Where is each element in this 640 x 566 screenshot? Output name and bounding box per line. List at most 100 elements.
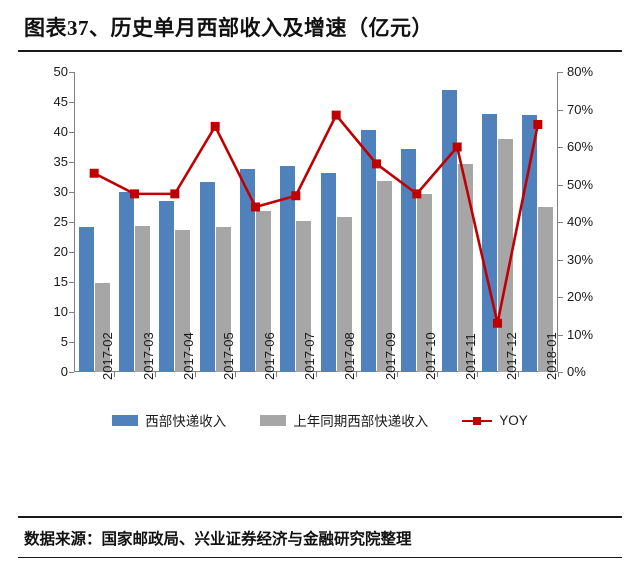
legend-label-0: 西部快递收入 xyxy=(145,414,227,429)
right-tick-label: 30% xyxy=(567,251,594,267)
yoy-marker xyxy=(452,142,462,152)
right-tick-mark xyxy=(558,259,563,261)
x-tick-mark xyxy=(558,372,559,377)
left-tick-label: 45 xyxy=(53,94,68,109)
right-tick-mark xyxy=(558,222,563,223)
right-tick-mark xyxy=(558,334,563,336)
bar-current xyxy=(78,226,94,372)
yoy-marker xyxy=(210,121,220,131)
yoy-marker xyxy=(493,318,502,328)
x-tick-mark xyxy=(517,372,519,377)
left-tick-mark xyxy=(69,192,74,193)
footer-block: 数据来源：国家邮政局、兴业证券经济与金融研究院整理 xyxy=(18,516,622,558)
left-tick-label: 50 xyxy=(53,64,68,79)
legend-item-2: YOY xyxy=(462,413,528,428)
bar-prior-year xyxy=(417,194,433,372)
left-tick-mark xyxy=(69,372,74,373)
left-tick-mark xyxy=(69,342,74,343)
bar-prior-year xyxy=(175,230,191,372)
footer-divider-top xyxy=(18,516,622,518)
bar-current xyxy=(119,192,134,372)
bar-current xyxy=(280,166,296,372)
legend-item-1: 上年同期西部快递收入 xyxy=(260,410,428,430)
right-tick-mark xyxy=(558,147,563,148)
bar-current xyxy=(401,148,417,372)
left-tick-mark xyxy=(69,72,74,73)
yoy-marker xyxy=(412,189,422,199)
left-tick-label: 20 xyxy=(53,244,68,259)
yoy-marker xyxy=(291,191,301,201)
yoy-line xyxy=(93,112,540,324)
x-tick-mark xyxy=(437,372,438,377)
right-tick-label: 50% xyxy=(567,176,594,192)
chart-legend: 西部快递收入 上年同期西部快递收入 YOY xyxy=(18,410,622,430)
right-tick-label: 10% xyxy=(567,326,594,342)
bar-prior-year xyxy=(94,283,110,372)
left-tick-label: 25 xyxy=(53,214,68,229)
legend-label-1: 上年同期西部快递收入 xyxy=(293,414,429,429)
legend-swatch-line xyxy=(462,415,493,426)
x-tick-mark xyxy=(114,372,116,377)
left-tick-label: 15 xyxy=(53,274,68,289)
bar-prior-year xyxy=(256,211,271,372)
bar-prior-year xyxy=(457,163,473,372)
left-tick-label: 35 xyxy=(53,154,68,169)
x-tick-mark xyxy=(316,372,317,377)
bar-current xyxy=(320,173,336,372)
x-tick-mark xyxy=(477,372,479,377)
right-tick-label: 0% xyxy=(567,364,586,379)
left-tick-label: 30 xyxy=(53,184,68,199)
right-tick-label: 80% xyxy=(567,64,594,79)
bar-prior-year xyxy=(336,217,352,372)
left-tick-mark xyxy=(69,102,74,103)
x-tick-mark xyxy=(275,372,277,377)
bar-prior-year xyxy=(498,139,513,372)
x-tick-mark xyxy=(154,372,156,377)
x-tick-mark xyxy=(235,372,237,377)
legend-swatch-gray xyxy=(260,414,287,426)
bar-prior-year xyxy=(377,181,392,372)
yoy-marker xyxy=(89,168,99,178)
left-tick-label: 10 xyxy=(53,304,68,319)
bar-current xyxy=(240,168,255,372)
bar-current xyxy=(361,130,376,372)
right-tick-label: 40% xyxy=(567,214,594,229)
legend-label-2: YOY xyxy=(499,412,528,428)
right-tick-mark xyxy=(558,184,563,186)
plot-area xyxy=(74,72,558,372)
right-tick-mark xyxy=(558,372,563,373)
bar-prior-year xyxy=(538,207,554,372)
bar-prior-year xyxy=(215,226,231,372)
yoy-marker xyxy=(251,202,260,212)
bar-current xyxy=(159,201,175,372)
chart-area: 0 5 10 15 20 25 30 35 40 45 50 0% 10% 20% 30% 40% 50% 60… xyxy=(18,58,622,458)
right-tick-label: 20% xyxy=(567,289,594,304)
yoy-marker xyxy=(130,189,139,199)
yoy-marker xyxy=(331,110,341,120)
right-tick-mark xyxy=(558,72,563,73)
legend-item-0: 西部快递收入 xyxy=(112,410,226,430)
x-tick-mark xyxy=(396,372,398,377)
left-tick-mark xyxy=(69,132,74,133)
left-tick-mark xyxy=(69,282,74,283)
bar-prior-year xyxy=(296,221,312,372)
bar-prior-year xyxy=(135,225,150,372)
left-tick-label: 0 xyxy=(60,364,68,379)
right-tick-mark xyxy=(558,297,563,298)
legend-swatch-blue xyxy=(112,414,139,426)
left-tick-mark xyxy=(69,252,74,253)
right-tick-label: 60% xyxy=(567,139,594,154)
yoy-marker xyxy=(170,189,180,199)
left-tick-label: 40 xyxy=(53,124,68,139)
left-tick-mark xyxy=(69,312,74,313)
x-tick-mark xyxy=(356,372,358,377)
line-series-layer xyxy=(89,110,543,328)
footer-divider-bottom xyxy=(18,556,622,558)
title-divider xyxy=(18,50,622,52)
right-tick-label: 70% xyxy=(567,101,594,117)
yoy-marker xyxy=(533,120,543,129)
left-tick-label: 5 xyxy=(60,334,68,349)
right-tick-mark xyxy=(558,109,563,111)
page-title: 图表37、历史单月西部收入及增速（亿元） xyxy=(24,16,433,40)
